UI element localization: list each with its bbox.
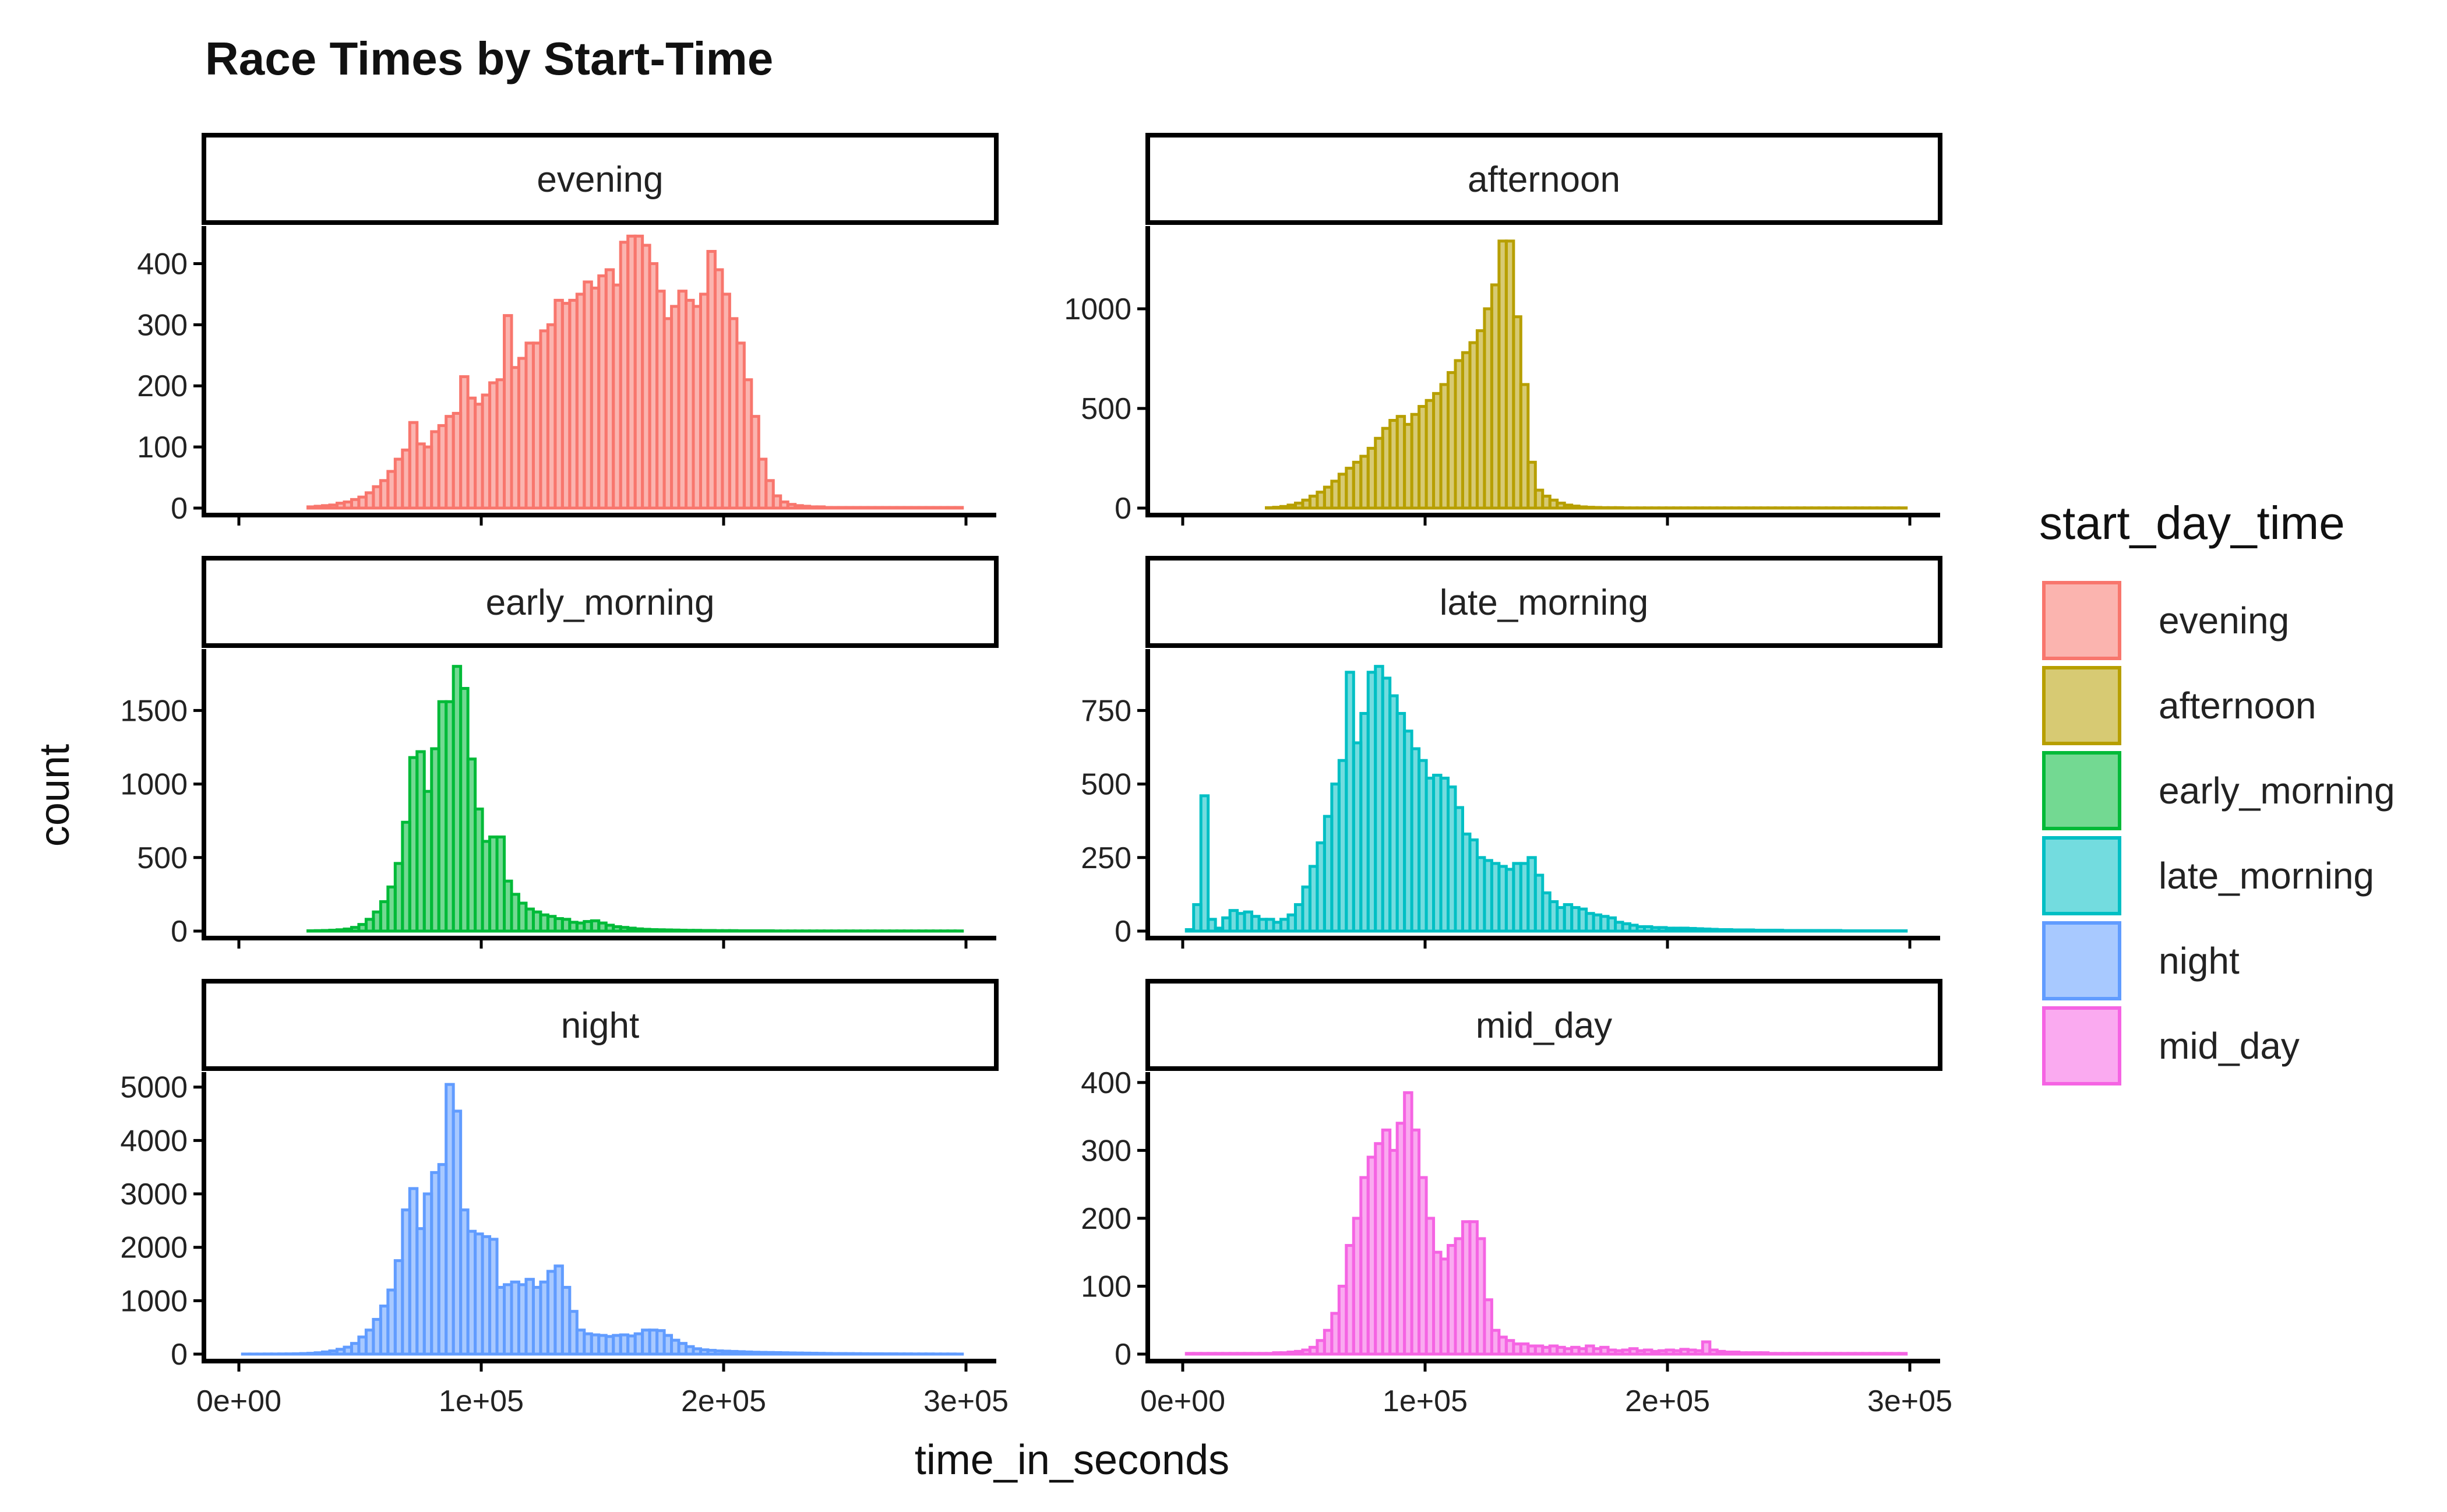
y-tick-label: 500 [1081, 392, 1131, 426]
legend-key [2042, 921, 2121, 1000]
facet-panel-mid_day: mid_day 0 100 200 300 400 0e+00 1e+05 2e+05 3e+05 [1081, 979, 1952, 1418]
facet-panel-night: night 0 1000 2000 3000 4000 5000 0e+00 1e+05 2e+0… [120, 979, 1009, 1418]
y-tick-label: 0 [171, 1338, 188, 1372]
y-tick-label: 300 [137, 308, 188, 342]
legend-item-mid_day: mid_day [2042, 1006, 2300, 1085]
x-tick-label: 0e+00 [1140, 1384, 1225, 1418]
facet-strip-label: late_morning [1440, 583, 1648, 623]
legend-key [2042, 836, 2121, 915]
histogram-bars [306, 234, 964, 510]
legend-title: start_day_time [2039, 497, 2345, 549]
legend-key [2042, 1006, 2121, 1085]
facet-strip-evening [202, 133, 999, 225]
legend-label: mid_day [2159, 1025, 2300, 1067]
legend-key [2042, 666, 2121, 745]
y-tick-label: 500 [137, 841, 188, 875]
y-tick-label: 100 [137, 431, 188, 464]
legend-item-evening: evening [2042, 581, 2289, 660]
legend-label: night [2159, 940, 2240, 982]
chart-title: Race Times by Start-Time [205, 33, 773, 84]
y-tick-label: 3000 [120, 1178, 188, 1211]
histogram-bars [241, 1083, 964, 1356]
facet-strip-afternoon [1145, 133, 1942, 225]
y-tick-label: 0 [1115, 492, 1131, 526]
y-tick-label: 0 [171, 492, 188, 526]
facet-panel-evening: evening 0 100 200 300 400 [137, 133, 999, 526]
y-tick-label: 4000 [120, 1124, 188, 1158]
facet-panel-early_morning: early_morning 0 500 1000 1500 [120, 556, 999, 949]
y-tick-label: 750 [1081, 694, 1131, 728]
histogram-bars [1265, 239, 1908, 510]
facet-strip-early_morning [202, 556, 999, 648]
y-tick-label: 200 [137, 369, 188, 403]
facet-strip-label: afternoon [1468, 160, 1620, 200]
legend-label: evening [2159, 600, 2289, 642]
y-tick-label: 250 [1081, 841, 1131, 875]
x-tick-label: 1e+05 [1383, 1384, 1468, 1418]
y-tick-label: 400 [1081, 1066, 1131, 1100]
x-tick-label: 1e+05 [439, 1384, 524, 1418]
x-tick-label: 3e+05 [1867, 1384, 1952, 1418]
legend-label: afternoon [2159, 685, 2316, 727]
legend-item-early_morning: early_morning [2042, 751, 2395, 830]
y-tick-label: 1000 [1064, 292, 1131, 326]
y-tick-label: 2000 [120, 1231, 188, 1265]
x-tick-label: 2e+05 [1625, 1384, 1710, 1418]
y-tick-label: 0 [1115, 915, 1131, 949]
legend: start_day_time evening afternoon early_mor… [2039, 497, 2395, 1085]
x-axis-title: time_in_seconds [915, 1437, 1229, 1483]
y-tick-label: 1500 [120, 694, 188, 728]
histogram-bars [306, 665, 964, 933]
y-tick-label: 0 [1115, 1338, 1131, 1372]
y-tick-label: 400 [137, 247, 188, 281]
legend-key [2042, 581, 2121, 660]
legend-label: early_morning [2159, 770, 2395, 812]
histogram-bars [1184, 1091, 1908, 1356]
legend-key [2042, 751, 2121, 830]
histogram-bar [764, 479, 775, 510]
y-tick-label: 0 [171, 915, 188, 949]
facet-strip-night [202, 979, 999, 1071]
x-tick-label: 2e+05 [681, 1384, 766, 1418]
y-axis-title: count [31, 744, 78, 847]
facet-strip-late_morning [1145, 556, 1942, 648]
facet-strip-label: evening [537, 160, 663, 200]
y-tick-label: 500 [1081, 768, 1131, 802]
histogram-bar [1701, 1340, 1712, 1356]
histogram-bar [953, 506, 964, 510]
facet-panels: evening0100200300400afternoon05001000ear… [120, 133, 1952, 1418]
histogram-bar [1199, 794, 1210, 933]
legend-item-afternoon: afternoon [2042, 666, 2316, 745]
y-tick-label: 1000 [120, 768, 188, 802]
legend-item-night: night [2042, 921, 2240, 1000]
facet-strip-label: early_morning [486, 583, 715, 623]
facet-strip-label: night [561, 1006, 639, 1046]
histogram-bar [1526, 460, 1537, 510]
facet-panel-late_morning: late_morning 0 250 500 750 [1081, 556, 1942, 949]
histogram-bar [1475, 1237, 1486, 1356]
x-tick-label: 0e+00 [196, 1384, 281, 1418]
x-tick-label: 3e+05 [923, 1384, 1009, 1418]
y-tick-label: 300 [1081, 1134, 1131, 1168]
legend-label: late_morning [2159, 855, 2374, 897]
y-tick-label: 1000 [120, 1284, 188, 1318]
legend-item-late_morning: late_morning [2042, 836, 2374, 915]
histogram-bar [1207, 918, 1217, 933]
y-tick-label: 5000 [120, 1071, 188, 1105]
histogram-bars [1184, 665, 1908, 933]
histogram-bar [1483, 1298, 1493, 1356]
facet-panel-afternoon: afternoon 0 500 1000 [1064, 133, 1942, 526]
facet-strip-label: mid_day [1476, 1006, 1612, 1046]
y-tick-label: 200 [1081, 1202, 1131, 1236]
histogram-bar [1519, 383, 1530, 510]
facet-strip-mid_day [1145, 979, 1942, 1071]
y-tick-label: 100 [1081, 1270, 1131, 1303]
